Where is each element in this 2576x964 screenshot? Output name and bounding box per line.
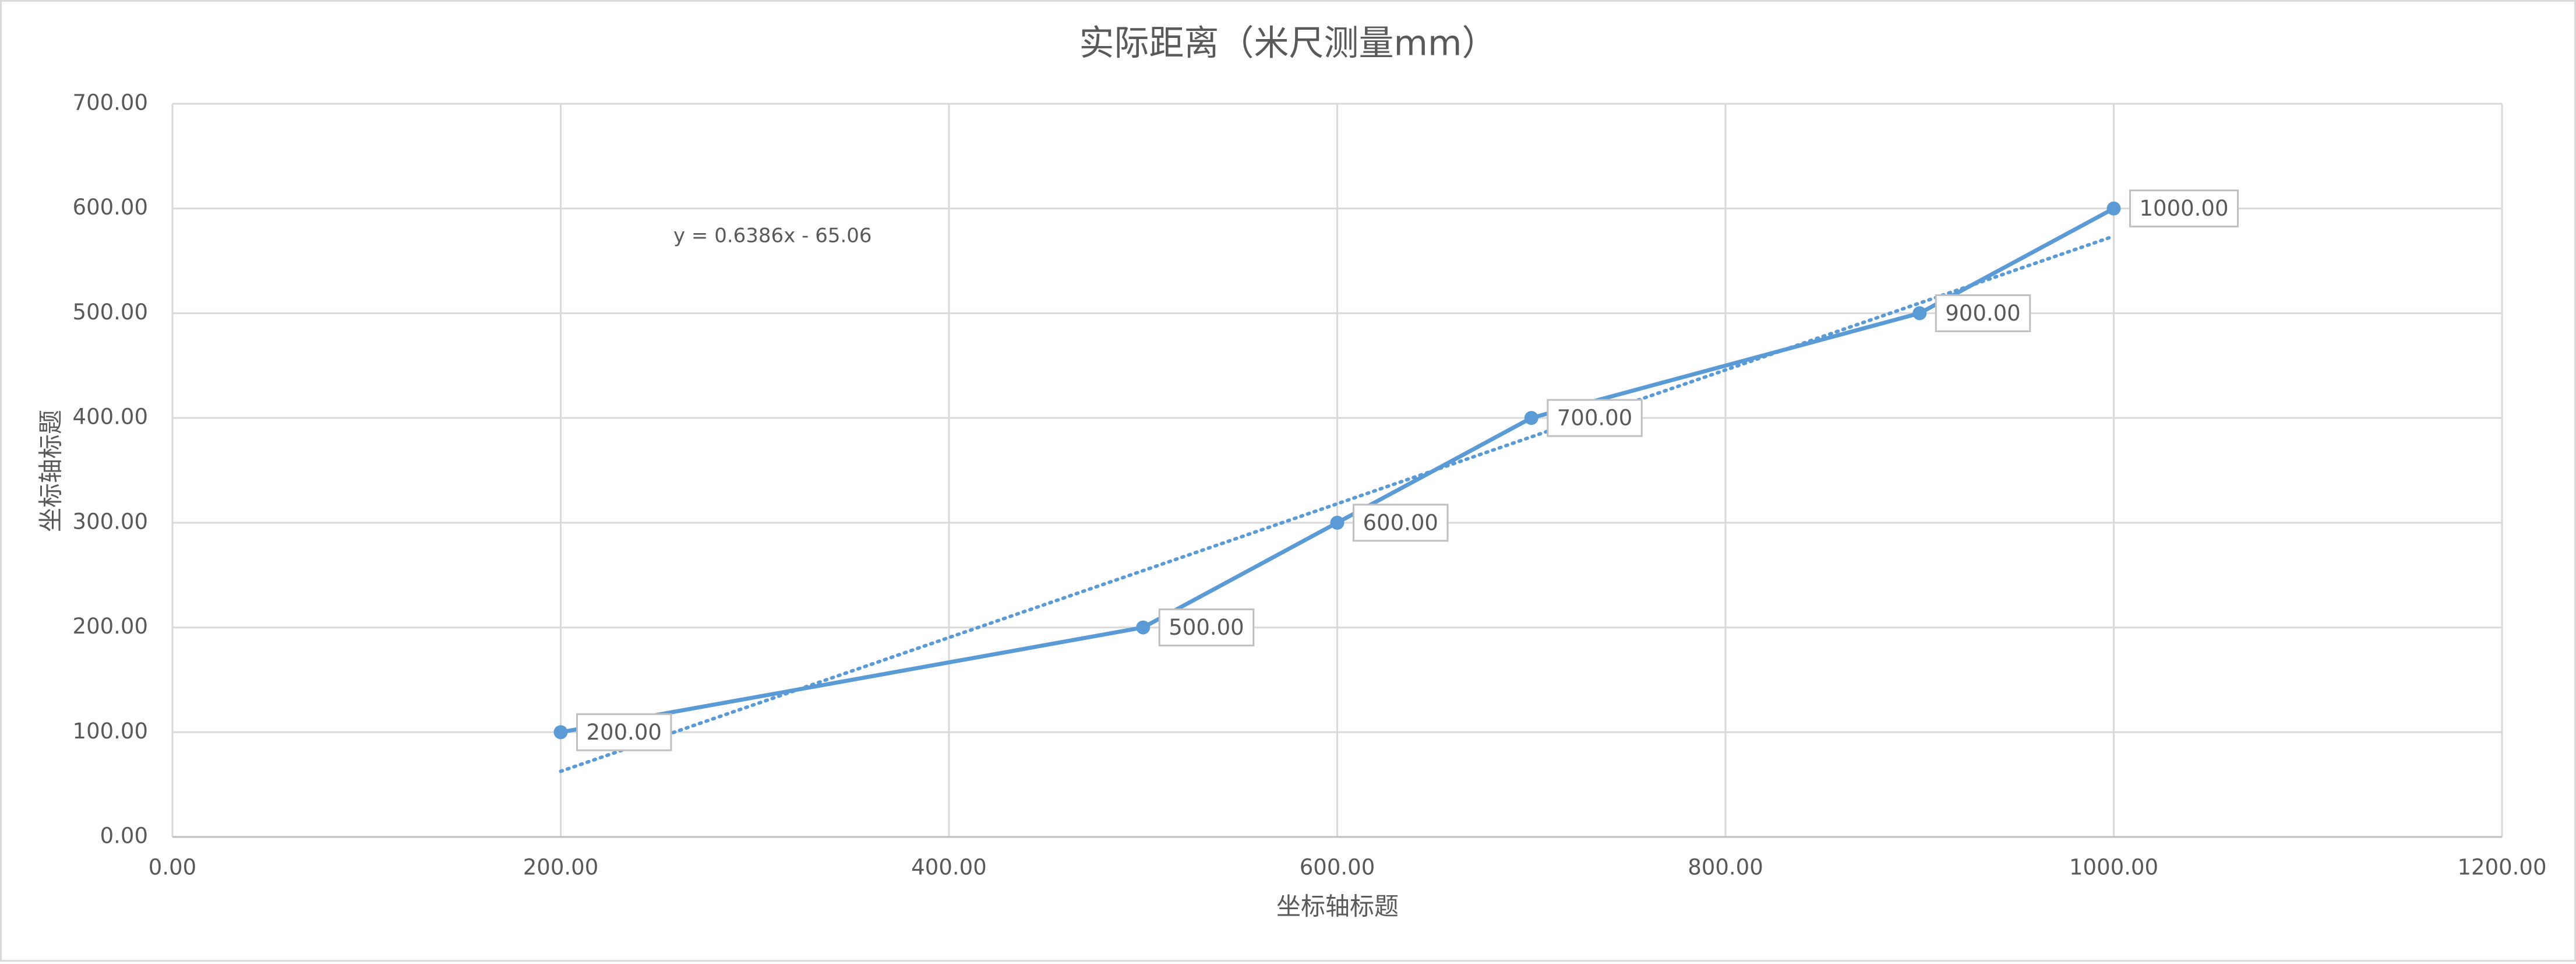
y-tick-label: 700.00 (73, 90, 148, 115)
data-point (2106, 201, 2121, 216)
x-tick-label: 800.00 (1688, 855, 1763, 880)
data-label-box (1547, 399, 1643, 437)
data-point (1912, 306, 1927, 321)
data-point (1136, 620, 1151, 635)
data-label-box (1158, 608, 1255, 647)
data-label-text: 1000.00 (2140, 196, 2229, 221)
data-label: 900.00 (1935, 294, 2031, 332)
y-tick-label: 600.00 (73, 195, 148, 220)
data-label-box (1935, 294, 2031, 332)
data-label: 500.00 (1158, 608, 1255, 647)
data-label-text: 200.00 (587, 720, 662, 745)
x-tick-label: 600.00 (1300, 855, 1375, 880)
y-tick-label: 0.00 (100, 824, 148, 849)
x-tick-label: 0.00 (149, 855, 196, 880)
x-tick-label: 400.00 (911, 855, 986, 880)
x-tick-label: 1000.00 (2069, 855, 2158, 880)
data-label-box (1353, 504, 1449, 542)
data-label: 200.00 (576, 713, 672, 751)
y-tick-label: 500.00 (73, 300, 148, 325)
y-axis-title: 坐标轴标题 (37, 410, 65, 532)
data-label: 600.00 (1353, 504, 1449, 542)
data-label-box (2129, 189, 2239, 228)
trendline-equation: y = 0.6386x - 65.06 (673, 224, 872, 248)
y-tick-label: 400.00 (73, 404, 148, 430)
data-label-text: 700.00 (1557, 406, 1632, 431)
trendline (559, 234, 2116, 773)
data-label-text: 600.00 (1363, 510, 1438, 535)
data-label: 700.00 (1547, 399, 1643, 437)
data-label-text: 500.00 (1169, 615, 1244, 640)
x-tick-label: 1200.00 (2457, 855, 2546, 880)
x-axis-title: 坐标轴标题 (1276, 892, 1399, 921)
data-label-box (576, 713, 672, 751)
x-tick-label: 200.00 (523, 855, 598, 880)
chart-title: 实际距离（米尺测量mm） (1079, 23, 1497, 64)
y-tick-label: 300.00 (73, 509, 148, 534)
y-tick-label: 200.00 (73, 614, 148, 639)
data-point (553, 725, 568, 740)
data-point (1524, 411, 1538, 425)
data-point (1330, 515, 1345, 530)
y-tick-label: 100.00 (73, 719, 148, 744)
data-label-text: 900.00 (1945, 301, 2020, 326)
data-label: 1000.00 (2129, 189, 2239, 228)
